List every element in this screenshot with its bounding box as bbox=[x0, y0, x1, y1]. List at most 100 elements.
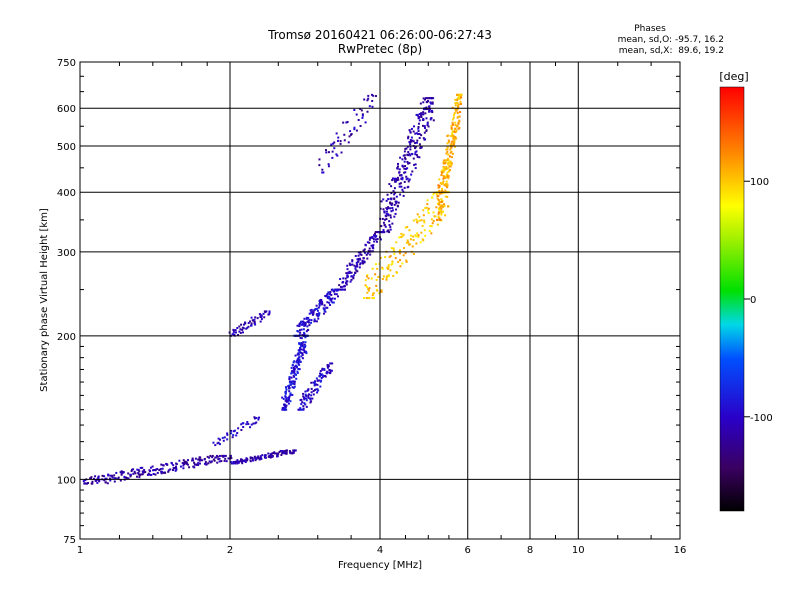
data-point bbox=[389, 269, 392, 272]
data-point bbox=[192, 459, 195, 462]
data-point bbox=[417, 235, 420, 238]
data-point bbox=[366, 241, 369, 244]
data-point bbox=[214, 456, 217, 459]
data-point bbox=[349, 264, 352, 267]
data-point bbox=[299, 347, 302, 350]
data-point bbox=[398, 185, 401, 188]
data-point bbox=[418, 136, 421, 139]
data-point bbox=[380, 289, 383, 292]
data-point bbox=[210, 460, 213, 463]
data-point bbox=[428, 229, 431, 232]
data-point bbox=[214, 444, 217, 447]
data-point bbox=[397, 162, 400, 165]
data-point bbox=[423, 131, 426, 134]
data-point bbox=[122, 471, 125, 474]
data-point bbox=[348, 272, 351, 275]
data-point bbox=[247, 422, 250, 425]
data-point bbox=[414, 132, 417, 135]
data-point bbox=[94, 475, 97, 478]
data-point bbox=[414, 142, 417, 145]
data-point bbox=[356, 265, 359, 268]
data-point bbox=[252, 422, 255, 425]
data-point bbox=[408, 229, 411, 232]
data-point bbox=[213, 459, 216, 462]
data-point bbox=[137, 469, 140, 472]
data-point bbox=[357, 260, 360, 263]
data-point bbox=[298, 368, 301, 371]
data-point bbox=[304, 336, 307, 339]
data-point bbox=[360, 253, 363, 256]
data-point bbox=[412, 219, 415, 222]
data-point bbox=[393, 197, 396, 200]
data-point bbox=[120, 471, 123, 474]
data-point bbox=[283, 452, 286, 455]
data-point bbox=[161, 467, 164, 470]
data-point bbox=[367, 94, 370, 97]
data-point bbox=[375, 240, 378, 243]
data-point bbox=[405, 167, 408, 170]
data-point bbox=[384, 225, 387, 228]
data-point bbox=[320, 373, 323, 376]
data-point bbox=[141, 473, 144, 476]
data-point bbox=[438, 211, 441, 214]
data-point bbox=[146, 473, 149, 476]
data-point bbox=[220, 460, 223, 463]
data-point bbox=[162, 464, 165, 467]
data-point bbox=[395, 241, 398, 244]
data-point bbox=[360, 109, 363, 112]
data-point bbox=[350, 275, 353, 278]
data-point bbox=[315, 304, 318, 307]
data-point bbox=[241, 328, 244, 331]
data-point bbox=[117, 477, 120, 480]
data-point bbox=[400, 177, 403, 180]
data-point bbox=[308, 324, 311, 327]
colorbar-label: [deg] bbox=[719, 70, 748, 83]
data-point bbox=[455, 129, 458, 132]
data-point bbox=[303, 343, 306, 346]
data-point bbox=[449, 162, 452, 165]
data-point bbox=[346, 121, 349, 124]
data-point bbox=[301, 408, 304, 411]
data-point bbox=[422, 101, 425, 104]
data-point bbox=[388, 256, 391, 259]
data-point bbox=[446, 150, 449, 153]
data-point bbox=[293, 381, 296, 384]
data-point bbox=[422, 209, 425, 212]
data-point bbox=[454, 127, 457, 130]
data-point bbox=[94, 479, 97, 482]
data-point bbox=[457, 93, 460, 96]
data-point bbox=[326, 306, 329, 309]
data-point bbox=[442, 180, 445, 183]
data-point bbox=[268, 454, 271, 457]
data-point bbox=[422, 239, 425, 242]
data-point bbox=[387, 267, 390, 270]
data-point bbox=[290, 366, 293, 369]
data-point bbox=[364, 279, 367, 282]
data-point bbox=[458, 115, 461, 118]
data-point bbox=[373, 297, 376, 300]
data-point bbox=[285, 404, 288, 407]
data-point bbox=[279, 449, 282, 452]
data-point bbox=[297, 352, 300, 355]
data-point bbox=[404, 226, 407, 229]
data-point bbox=[409, 238, 412, 241]
data-point bbox=[318, 304, 321, 307]
data-point bbox=[182, 459, 185, 462]
data-point bbox=[249, 459, 252, 462]
data-point bbox=[371, 267, 374, 270]
data-point bbox=[113, 477, 116, 480]
data-point bbox=[441, 199, 444, 202]
data-point bbox=[237, 461, 240, 464]
data-point bbox=[329, 362, 332, 365]
data-point bbox=[349, 280, 352, 283]
data-point bbox=[248, 320, 251, 323]
data-point bbox=[406, 145, 409, 148]
data-point bbox=[291, 370, 294, 373]
data-point bbox=[452, 113, 455, 116]
data-point bbox=[371, 105, 374, 108]
data-point bbox=[372, 94, 375, 97]
data-point bbox=[432, 219, 435, 222]
data-point bbox=[260, 457, 263, 460]
data-point bbox=[460, 93, 463, 96]
data-point bbox=[310, 391, 313, 394]
